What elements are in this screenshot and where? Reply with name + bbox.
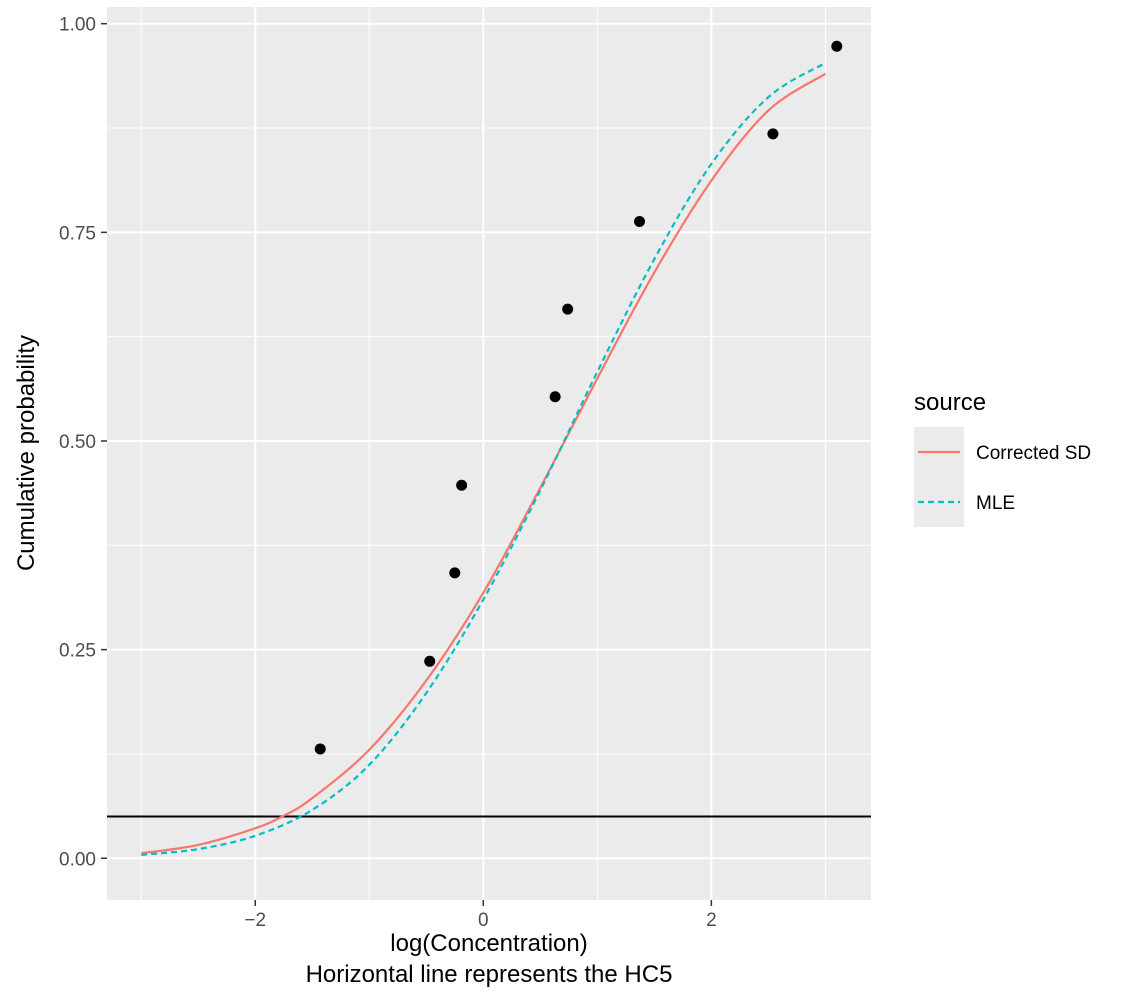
grid-minor: [107, 7, 871, 900]
x-tick-label: 0: [478, 910, 489, 931]
legend-title: source: [914, 389, 986, 416]
grid-major: [107, 7, 871, 900]
data-point: [767, 128, 779, 140]
y-tick-label: 1.00: [59, 15, 96, 36]
data-point: [456, 479, 468, 491]
y-tick-label: 0.00: [59, 849, 96, 870]
axis-ticks: [101, 22, 713, 906]
y-tick-label: 0.75: [59, 223, 96, 244]
data-point: [314, 743, 326, 755]
y-axis-title: Cumulative probability: [13, 335, 40, 571]
legend: source Corrected SD MLE: [914, 389, 1091, 527]
legend-label-corrected-sd: Corrected SD: [976, 443, 1091, 464]
axis-tick-labels: −2 0 2 0.00 0.25 0.50 0.75 1.00: [59, 15, 717, 931]
data-point: [424, 655, 436, 667]
data-point: [831, 40, 843, 52]
points-layer: [314, 40, 843, 755]
panel-background: [107, 7, 871, 900]
series-line-corrected-sd: [141, 72, 826, 855]
data-point: [634, 215, 646, 227]
y-tick-label: 0.50: [59, 432, 96, 453]
series-line-mle: [141, 61, 826, 857]
legend-label-mle: MLE: [976, 493, 1015, 514]
data-point: [449, 567, 461, 579]
x-tick-label: 2: [706, 910, 717, 931]
x-tick-label: −2: [244, 910, 266, 931]
series-layer: [141, 61, 826, 857]
data-point: [549, 391, 561, 403]
x-axis-title: log(Concentration): [390, 930, 587, 957]
chart-caption: Horizontal line represents the HC5: [306, 961, 673, 988]
y-tick-label: 0.25: [59, 641, 96, 662]
data-point: [562, 303, 574, 315]
